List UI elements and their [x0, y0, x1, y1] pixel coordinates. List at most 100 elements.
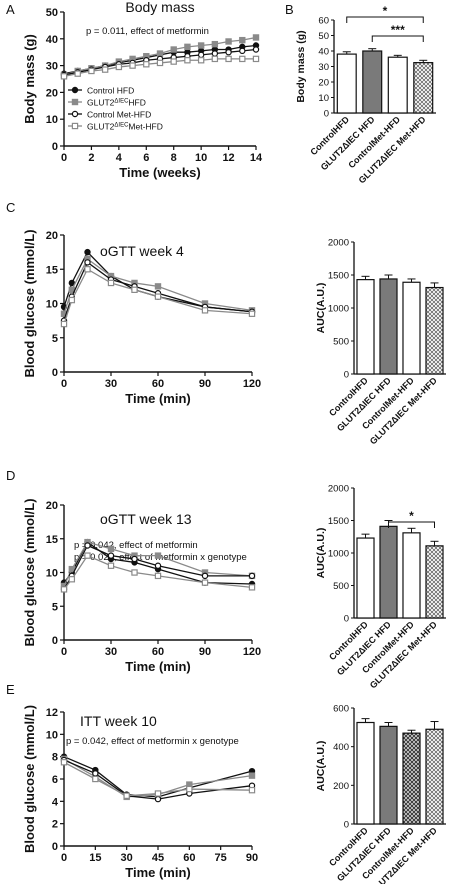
data-point [107, 562, 115, 569]
bar-chart-d-bar: 0500100015002000AUC(A.U.)ControlHFDGLUT2… [315, 484, 446, 690]
y-tick-label: 10 [46, 729, 58, 741]
y-tick-label: 1500 [328, 516, 349, 527]
x-axis-label: Time (weeks) [119, 165, 200, 180]
y-tick-label: 500 [333, 337, 349, 348]
series-line [63, 251, 253, 313]
y-tick-label: 0 [52, 635, 58, 647]
y-tick-label: 0 [324, 109, 329, 120]
panel-letter: C [6, 200, 15, 215]
data-point [92, 775, 99, 783]
y-tick-label: 10 [46, 568, 58, 580]
y-tick-label: 20 [46, 500, 58, 512]
chart-title: oGTT week 4 [100, 243, 184, 259]
data-point [154, 795, 162, 803]
data-point [88, 67, 95, 75]
line-chart-e-line: 0 2 4 6 8 10 12 0 15 30 45 60 75 90 Time (min) Blood gl… [22, 705, 258, 880]
line-chart-a: 0 10 20 30 40 50 0 2 4 6 8 10 12 14 Time (weeks) Body m… [22, 0, 263, 180]
x-tick-label: 75 [215, 852, 227, 864]
line-chart-d-line: 0 5 10 15 20 0 30 60 90 120 Time (min) Blood glucos… [22, 498, 261, 674]
series [60, 255, 256, 317]
bar [356, 279, 375, 375]
bar [402, 532, 421, 619]
y-tick-label: 20 [46, 230, 58, 242]
data-point [154, 552, 162, 559]
data-point [252, 46, 260, 53]
x-axis-label: Time (min) [125, 391, 191, 406]
x-tick-label: 30 [121, 852, 133, 864]
significance-bracket [371, 35, 424, 42]
y-tick-label: 50 [46, 7, 58, 19]
x-tick-label: 4 [116, 152, 123, 164]
data-point [239, 55, 246, 63]
data-point [60, 320, 68, 328]
y-tick-label: 20 [318, 78, 329, 89]
data-point [84, 552, 91, 559]
data-point [71, 86, 79, 94]
bar [402, 732, 421, 825]
y-tick-label: 40 [318, 47, 329, 58]
data-point [184, 57, 191, 64]
data-point [170, 46, 177, 53]
annotation: p = 0.042, effect of metformin [74, 540, 198, 551]
y-tick-label: 10 [318, 93, 329, 104]
data-point [197, 42, 205, 49]
series-line [63, 268, 253, 325]
x-axis-label: Time (min) [125, 865, 191, 880]
bar [402, 281, 421, 375]
series [60, 759, 256, 799]
series-line [63, 261, 253, 321]
x-tick-label: 120 [243, 646, 261, 658]
data-point [101, 66, 109, 73]
bar [336, 53, 357, 114]
data-point [115, 63, 123, 71]
bar-chart-c-bar: 0500100015002000AUC(A.U.)ControlHFDGLUT2… [315, 238, 446, 446]
data-point [154, 293, 162, 300]
data-point [60, 73, 68, 80]
data-point [197, 57, 205, 64]
y-tick-label: 1000 [328, 304, 349, 315]
y-tick-label: 12 [46, 707, 58, 719]
data-point [123, 792, 130, 799]
data-point [107, 279, 115, 287]
y-tick-label: 5 [52, 601, 58, 613]
data-point [156, 50, 164, 57]
data-point [84, 259, 91, 266]
bar [425, 545, 444, 619]
y-tick-label: 0 [344, 370, 349, 381]
data-point [154, 562, 162, 569]
data-point [184, 43, 191, 51]
y-axis-label: AUC(A.U.) [315, 283, 327, 334]
y-tick-label: 2000 [328, 484, 349, 495]
annotation: p = 0.011, effect of metformin [86, 26, 209, 37]
x-tick-label: 2 [88, 152, 94, 164]
x-tick-label: 45 [152, 852, 164, 864]
data-point [248, 310, 256, 317]
panel-letter: B [285, 2, 294, 17]
y-axis-label: Blood glucose (mmol/L) [22, 498, 37, 646]
data-point [71, 98, 79, 106]
y-tick-label: 30 [46, 61, 58, 73]
y-tick-label: 0 [344, 820, 349, 831]
data-point [156, 59, 164, 67]
y-tick-label: 0 [52, 841, 58, 853]
data-point [84, 248, 91, 256]
y-tick-label: 15 [46, 264, 58, 276]
data-point [68, 565, 76, 573]
series [60, 55, 260, 80]
panel-letter: A [6, 2, 15, 17]
y-tick-label: 0 [52, 367, 58, 379]
data-point [92, 770, 99, 777]
chart-title: ITT week 10 [80, 713, 157, 729]
data-point [154, 283, 162, 290]
line-chart-c-line: 0 5 10 15 20 0 30 60 90 120 Time (min) Blood glucos… [22, 229, 261, 406]
y-tick-label: 200 [333, 781, 349, 792]
data-point [60, 586, 68, 593]
y-axis-label: Blood glucose (mmol/L) [22, 705, 37, 853]
x-tick-label: 60 [152, 646, 164, 658]
data-point [239, 36, 246, 44]
data-point [252, 55, 260, 63]
data-point [68, 279, 76, 287]
y-axis-label: Body mass (g) [295, 30, 307, 102]
x-tick-label: 10 [195, 152, 207, 164]
